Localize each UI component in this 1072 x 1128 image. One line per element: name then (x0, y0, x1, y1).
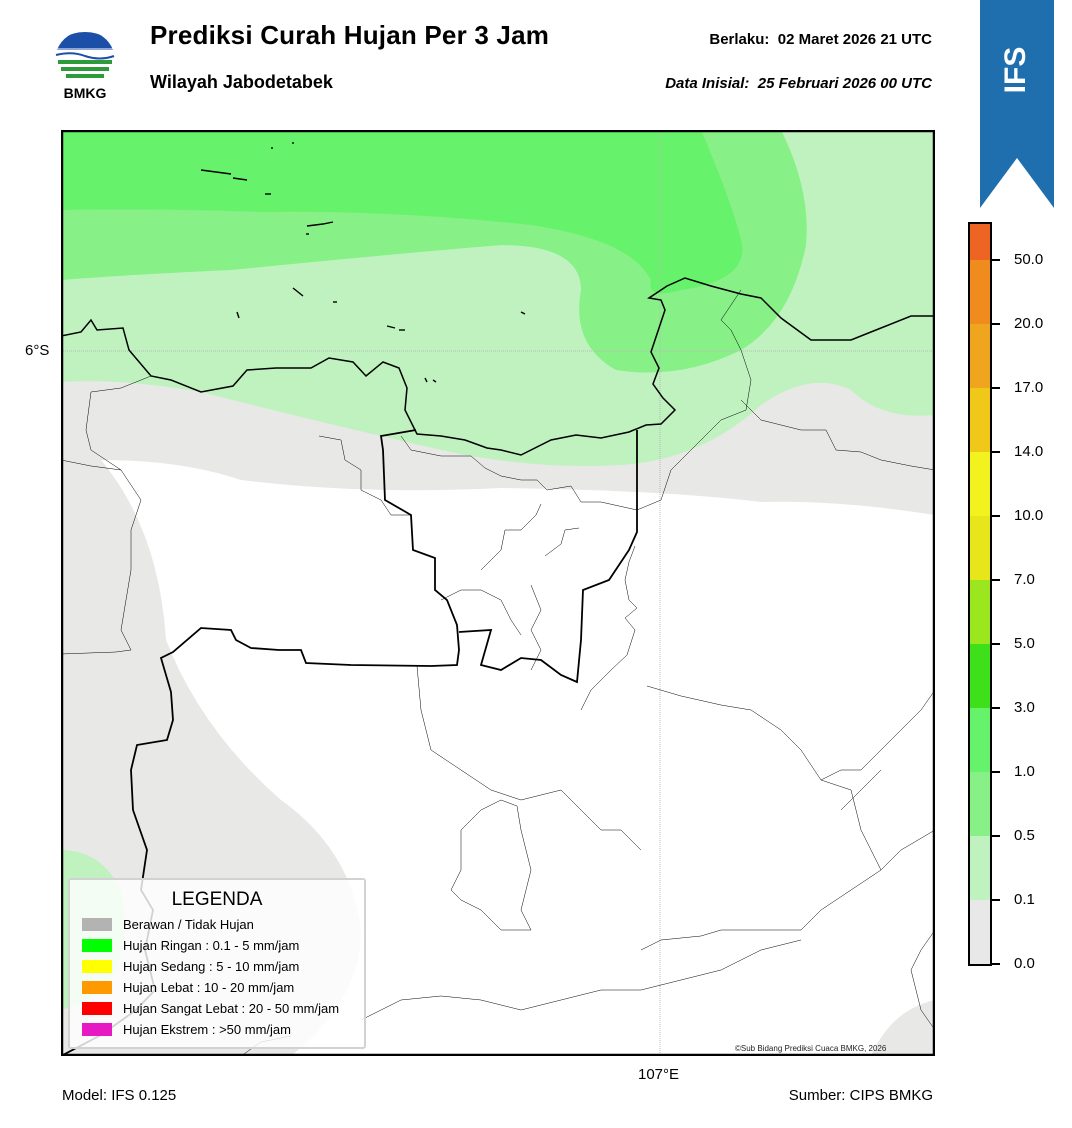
legend-label: Hujan Ekstrem : >50 mm/jam (123, 1021, 291, 1037)
zone-cloudy-southeast (871, 1000, 935, 1056)
colorbar-tick-mark (990, 515, 1000, 517)
colorbar-segment (970, 452, 990, 516)
colorbar-tick-label: 10.0 (1014, 507, 1044, 524)
legend-swatch (82, 917, 112, 931)
colorbar-segment (970, 516, 990, 580)
legend-item-cloudy: Berawan / Tidak Hujan (82, 916, 254, 932)
colorbar-tick-label: 1.0 (1014, 763, 1035, 780)
colorbar-segment (970, 644, 990, 708)
colorbar-tick-label: 50.0 (1014, 251, 1044, 268)
valid-label: Berlaku: (709, 31, 770, 48)
zone-light-2 (61, 130, 743, 294)
colorbar-tick-mark (990, 771, 1000, 773)
legend-label: Hujan Sedang : 5 - 10 mm/jam (123, 958, 300, 974)
colorbar-tick-label: 7.0 (1014, 571, 1035, 588)
colorbar-segment (970, 324, 990, 388)
latitude-label: 6°S (25, 342, 50, 359)
legend-label: Hujan Sangat Lebat : 20 - 50 mm/jam (123, 1000, 340, 1016)
colorbar-tick-mark (990, 707, 1000, 709)
page-title: Prediksi Curah Hujan Per 3 Jam (150, 20, 550, 50)
colorbar-segment (970, 772, 990, 836)
colorbar-tick-mark (990, 835, 1000, 837)
colorbar-segment (970, 388, 990, 452)
colorbar-segment (970, 580, 990, 644)
legend-swatch (82, 1001, 112, 1015)
colorbar-tick-mark (990, 899, 1000, 901)
valid-value: 02 Maret 2026 21 UTC (777, 31, 932, 48)
colorbar-tick-label: 0.1 (1014, 891, 1035, 908)
colorbar-segment (970, 222, 990, 260)
legend-label: Berawan / Tidak Hujan (123, 916, 254, 932)
colorbar-segment (970, 260, 990, 324)
longitude-label: 107°E (638, 1066, 680, 1083)
legend-label: Hujan Ringan : 0.1 - 5 mm/jam (123, 937, 300, 953)
init-value: 25 Februari 2026 00 UTC (757, 75, 932, 92)
legend-item-heavy: Hujan Lebat : 10 - 20 mm/jam (82, 979, 294, 995)
colorbar-tick-label: 0.0 (1014, 955, 1035, 972)
legend-item-light: Hujan Ringan : 0.1 - 5 mm/jam (82, 937, 299, 953)
region-subtitle: Wilayah Jabodetabek (150, 72, 333, 92)
initial-data-time: Data Inisial: 25 Februari 2026 00 UTC (665, 75, 932, 92)
colorbar-tick-label: 5.0 (1014, 635, 1035, 652)
colorbar-segment (970, 836, 990, 900)
zone-white-center (101, 460, 935, 1056)
coastline (61, 277, 935, 456)
regency-borders (61, 289, 935, 1056)
colorbar-tick-mark (990, 643, 1000, 645)
colorbar-tick-mark (990, 259, 1000, 261)
legend-swatch (82, 1022, 112, 1036)
legend-box: LEGENDA Berawan / Tidak Hujan Hujan Ring… (68, 878, 366, 1049)
logo-text: BMKG (64, 85, 107, 101)
colorbar-tick-label: 3.0 (1014, 699, 1035, 716)
colorbar-tick-mark (990, 323, 1000, 325)
colorbar-tick-mark (990, 387, 1000, 389)
legend-item-extreme: Hujan Ekstrem : >50 mm/jam (82, 1021, 291, 1037)
copyright-note: ©Sub Bidang Prediksi Cuaca BMKG, 2026 (735, 1044, 887, 1053)
thousand-islands (200, 142, 526, 383)
legend-label: Hujan Lebat : 10 - 20 mm/jam (123, 979, 295, 995)
colorbar-segment (970, 900, 990, 964)
colorbar-segment (970, 708, 990, 772)
source-info: Sumber: CIPS BMKG (788, 1087, 933, 1104)
legend-swatch (82, 959, 112, 973)
ribbon-text: IFS (999, 47, 1032, 94)
colorbar-frame (968, 222, 992, 966)
colorbar-tick-label: 14.0 (1014, 443, 1044, 460)
colorbar-tick-label: 0.5 (1014, 827, 1035, 844)
colorbar-tick-mark (990, 963, 1000, 965)
legend-swatch (82, 938, 112, 952)
init-label: Data Inisial: (665, 75, 750, 92)
colorbar-tick-mark (990, 451, 1000, 453)
model-info: Model: IFS 0.125 (62, 1087, 177, 1104)
legend-swatch (82, 980, 112, 994)
legend-title: LEGENDA (171, 889, 263, 910)
colorbar-tick-label: 20.0 (1014, 315, 1044, 332)
colorbar (968, 222, 992, 966)
legend-item-very-heavy: Hujan Sangat Lebat : 20 - 50 mm/jam (82, 1000, 339, 1016)
bmkg-logo: BMKG (55, 24, 115, 101)
colorbar-tick-mark (990, 579, 1000, 581)
valid-time: Berlaku: 02 Maret 2026 21 UTC (709, 31, 932, 48)
colorbar-tick-label: 17.0 (1014, 379, 1044, 396)
model-ribbon: IFS (980, 0, 1054, 208)
legend-item-moderate: Hujan Sedang : 5 - 10 mm/jam (82, 958, 299, 974)
